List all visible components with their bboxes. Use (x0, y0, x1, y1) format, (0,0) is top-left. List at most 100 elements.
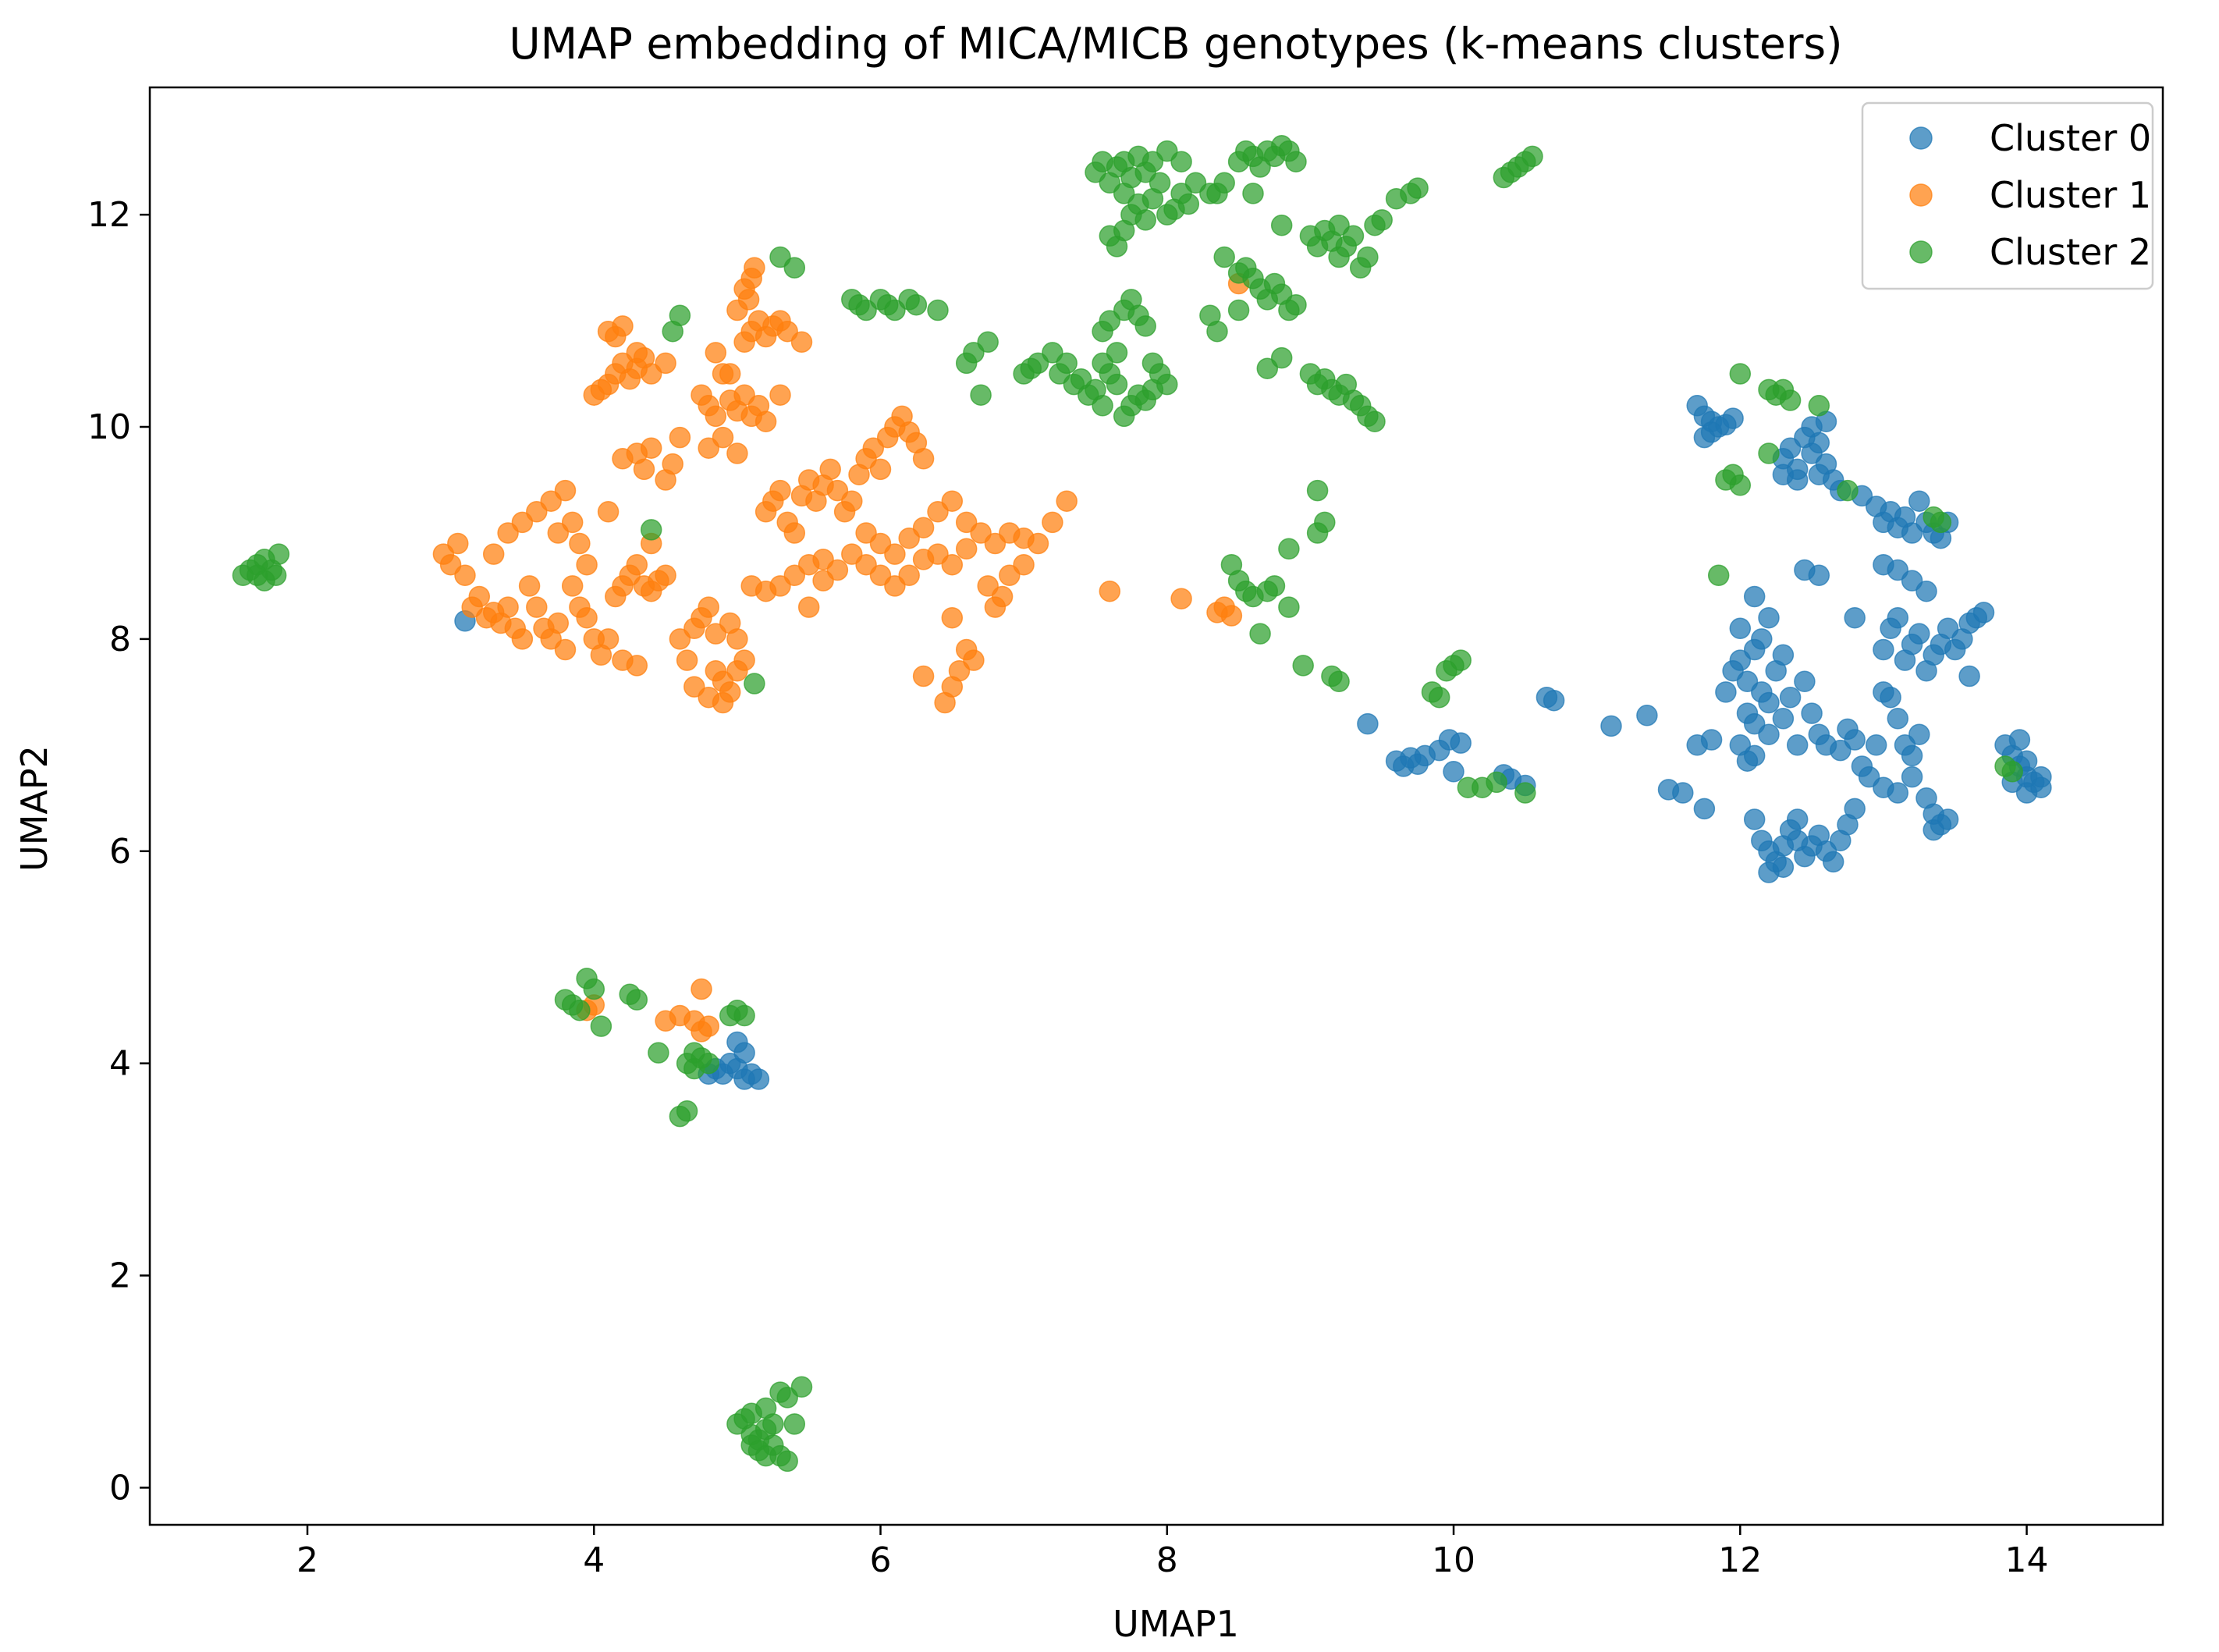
scatter-point (790, 1376, 813, 1398)
scatter-point (683, 676, 705, 698)
scatter-point (626, 553, 648, 576)
scatter-point (1220, 605, 1243, 627)
scatter-point (1285, 151, 1307, 172)
legend-marker (1909, 183, 1933, 207)
scatter-point (511, 511, 534, 534)
scatter-point (1092, 352, 1113, 375)
scatter-point (1937, 808, 1959, 830)
scatter-point (1844, 729, 1866, 751)
scatter-point (826, 559, 849, 581)
scatter-point (1958, 665, 1980, 687)
scatter-point (1887, 708, 1909, 730)
scatter-point (712, 691, 734, 714)
scatter-point (1743, 808, 1766, 830)
scatter-point (955, 511, 978, 534)
scatter-point (590, 1015, 612, 1037)
scatter-point (1873, 638, 1894, 661)
scatter-point (1772, 644, 1795, 666)
scatter-point (1170, 588, 1192, 609)
scatter-point (1113, 219, 1135, 242)
scatter-point (769, 479, 791, 502)
scatter-point (1306, 522, 1329, 544)
scatter-point (576, 606, 598, 629)
scatter-point (783, 257, 806, 279)
scatter-point (640, 437, 662, 459)
scatter-point (1880, 686, 1901, 709)
scatter-point (698, 437, 719, 459)
scatter-point (526, 596, 548, 618)
scatter-point (655, 352, 676, 375)
scatter-point (1887, 559, 1909, 581)
scatter-point (554, 479, 577, 502)
scatter-point (676, 1100, 698, 1122)
scatter-point (1808, 464, 1830, 485)
scatter-point (733, 649, 755, 671)
scatter-point (447, 532, 469, 555)
scatter-point (912, 517, 935, 538)
scatter-point (698, 1052, 719, 1075)
scatter-point (790, 331, 813, 353)
scatter-point (1278, 538, 1300, 560)
scatter-point (1822, 851, 1844, 873)
scatter-point (1779, 437, 1802, 459)
scatter-points-layer (232, 135, 2052, 1473)
scatter-point (1729, 363, 1752, 385)
legend-label: Cluster 2 (1990, 231, 2151, 273)
scatter-point (612, 315, 634, 337)
scatter-point (1736, 670, 1759, 693)
scatter-point (1306, 479, 1329, 502)
scatter-point (733, 384, 755, 406)
scatter-point (1908, 490, 1930, 512)
scatter-point (927, 501, 949, 523)
scatter-point (669, 628, 691, 650)
scatter-point (1808, 395, 1830, 417)
scatter-point (740, 575, 762, 597)
scatter-point (683, 1042, 705, 1064)
scatter-point (984, 532, 1007, 555)
scatter-point (662, 453, 683, 475)
scatter-point (1865, 734, 1887, 756)
scatter-point (1113, 183, 1135, 204)
scatter-point (1844, 606, 1866, 629)
x-tick-label: 4 (583, 1540, 605, 1580)
scatter-point (927, 299, 949, 322)
scatter-point (1758, 723, 1780, 745)
scatter-point (454, 564, 476, 587)
scatter-point (1901, 570, 1923, 592)
scatter-point (676, 649, 698, 671)
scatter-point (1357, 246, 1379, 268)
x-tick-label: 6 (870, 1540, 892, 1580)
scatter-point (547, 522, 570, 544)
y-axis-label: UMAP2 (13, 745, 55, 872)
scatter-point (2008, 729, 2031, 751)
y-tick-label: 10 (87, 407, 131, 447)
scatter-point (726, 628, 748, 650)
scatter-point (1099, 310, 1121, 332)
scatter-point (1901, 744, 1923, 767)
scatter-point (1278, 596, 1300, 618)
scatter-point (1923, 819, 1944, 841)
scatter-point (1901, 766, 1923, 788)
scatter-point (1156, 373, 1178, 396)
scatter-point (1428, 686, 1450, 709)
scatter-point (1830, 739, 1852, 762)
scatter-point (626, 655, 648, 677)
scatter-point (561, 575, 584, 597)
scatter-point (511, 628, 534, 650)
scatter-point (1206, 320, 1228, 343)
scatter-point (254, 570, 275, 592)
scatter-point (733, 1068, 755, 1090)
y-tick-label: 4 (109, 1044, 131, 1084)
series-2-points (232, 135, 2023, 1473)
scatter-point (497, 522, 519, 544)
scatter-point (927, 543, 949, 565)
scatter-point (626, 989, 648, 1011)
scatter-point (1758, 691, 1780, 714)
scatter-point (518, 575, 541, 597)
scatter-point (1908, 723, 1930, 745)
scatter-point (1801, 702, 1823, 724)
scatter-point (970, 384, 992, 406)
scatter-point (744, 673, 765, 695)
scatter-point (1013, 553, 1035, 576)
